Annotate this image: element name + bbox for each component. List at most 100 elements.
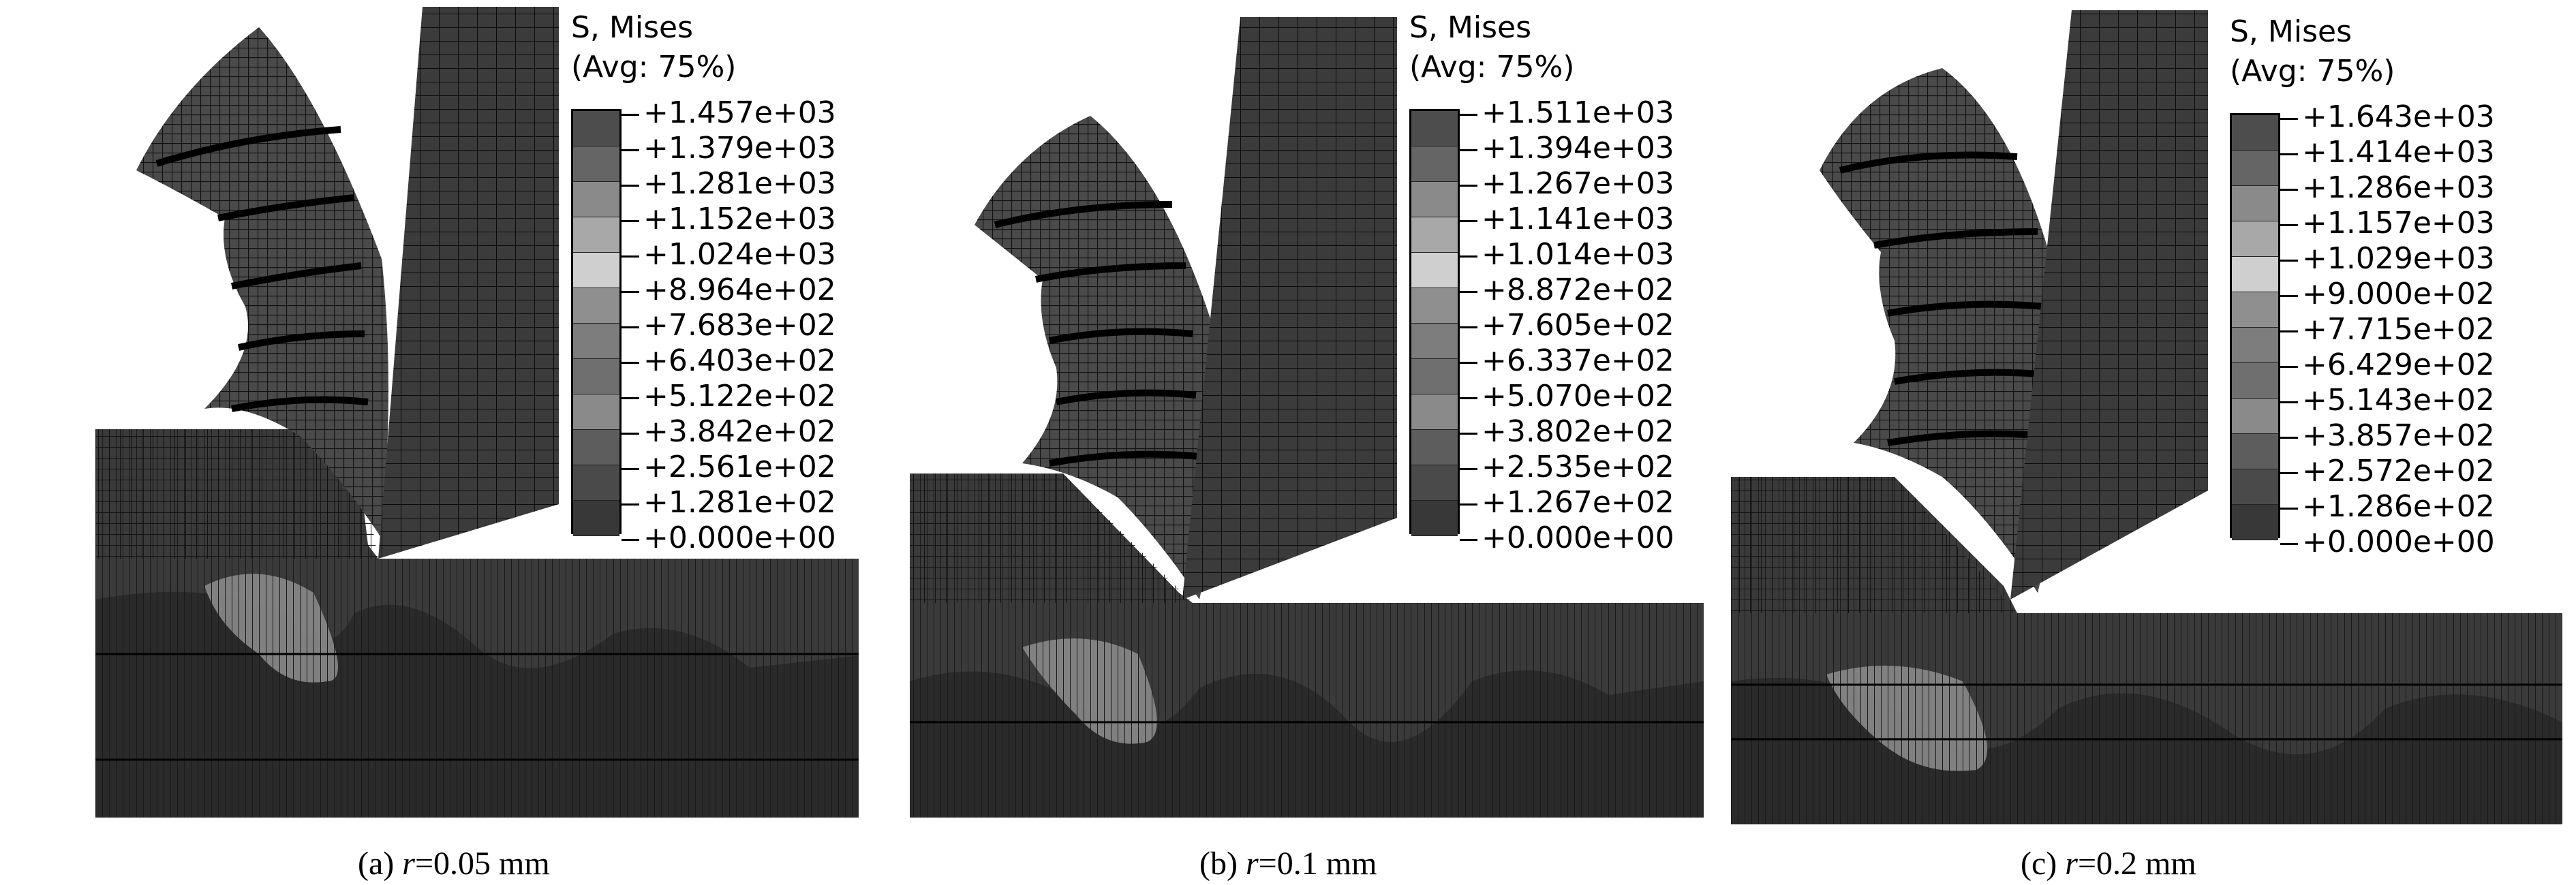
legend-band (1411, 182, 1458, 217)
legend-band (2232, 328, 2278, 363)
legend-band (573, 359, 619, 394)
legend-tick: +6.429e+02 (2280, 349, 2495, 382)
legend-subtitle: (Avg: 75%) (571, 50, 737, 84)
legend-band (1411, 465, 1458, 501)
legend-color-scale (571, 109, 622, 536)
legend-band (573, 253, 619, 288)
legend-band (573, 430, 619, 465)
legend-band (573, 288, 619, 324)
legend-tick: +7.715e+02 (2280, 313, 2495, 346)
legend-tick: +6.403e+02 (622, 345, 836, 377)
legend-band (2232, 186, 2278, 221)
legend-band (1411, 253, 1458, 288)
legend-tick: +5.122e+02 (622, 380, 836, 413)
legend-band (2232, 399, 2278, 434)
caption-value: =0.1 mm (1258, 845, 1377, 882)
legend-band (2232, 115, 2278, 151)
legend-tick: +1.152e+03 (622, 203, 836, 236)
simulation-view-c (1731, 10, 2562, 824)
legend-band (2232, 363, 2278, 399)
workpiece-b (910, 473, 1704, 818)
legend-tick: +7.605e+02 (1460, 309, 1674, 342)
caption-value: =0.05 mm (414, 845, 550, 882)
legend-band (573, 217, 619, 253)
legend-c: S, Mises (Avg: 75%) +1.643e+03 +1.414e+0… (2230, 12, 2495, 559)
legend-band (1411, 146, 1458, 182)
legend-tick: +3.842e+02 (622, 416, 836, 448)
panel-a: S, Mises (Avg: 75%) +1.457e+03 +1.379e+0… (0, 0, 859, 885)
simulation-view-b (910, 17, 1704, 818)
panel-c: S, Mises (Avg: 75%) +1.643e+03 +1.414e+0… (1717, 0, 2576, 885)
panel-b: S, Mises (Avg: 75%) +1.511e+03 +1.394e+0… (859, 0, 1717, 885)
legend-tick: +1.157e+03 (2280, 207, 2495, 240)
legend-tick: +5.070e+02 (1460, 380, 1674, 413)
legend-tick: +8.872e+02 (1460, 274, 1674, 307)
legend-tick: +1.014e+03 (1460, 238, 1674, 271)
legend-subtitle: (Avg: 75%) (1409, 50, 1575, 84)
legend-band (1411, 359, 1458, 394)
tool-c (2010, 10, 2208, 600)
simulation-view-a (95, 7, 859, 818)
legend-tick: +0.000e+00 (1460, 522, 1674, 555)
caption-variable: r (402, 845, 415, 882)
legend-band (2232, 151, 2278, 186)
legend-color-scale (1409, 109, 1460, 536)
caption-variable: r (2065, 845, 2078, 882)
legend-band (1411, 288, 1458, 324)
legend-band (573, 324, 619, 359)
legend-tick: +1.029e+03 (2280, 243, 2495, 275)
caption-a: (a) r=0.05 mm (358, 845, 550, 882)
workpiece-a (95, 429, 859, 818)
legend-band (2232, 434, 2278, 469)
legend-tick: +1.286e+03 (2280, 172, 2495, 204)
legend-band (1411, 430, 1458, 465)
legend-band (2232, 257, 2278, 292)
chip-c (1820, 68, 2065, 593)
legend-tick: +1.267e+03 (1460, 168, 1674, 200)
tool-b (1182, 17, 1397, 600)
legend-tick: +1.281e+02 (622, 486, 836, 519)
caption-label: (c) (2021, 845, 2066, 882)
legend-tick: +6.337e+02 (1460, 345, 1674, 377)
legend-tick: +3.857e+02 (2280, 420, 2495, 452)
legend-tick: +1.643e+03 (2280, 101, 2495, 134)
legend-tick: +3.802e+02 (1460, 416, 1674, 448)
legend-a: S, Mises (Avg: 75%) +1.457e+03 +1.379e+0… (571, 8, 836, 555)
legend-tick: +1.511e+03 (1460, 97, 1674, 129)
legend-tick: +1.286e+02 (2280, 491, 2495, 523)
caption-label: (b) (1199, 845, 1246, 882)
legend-tick: +1.281e+03 (622, 168, 836, 200)
legend-b: S, Mises (Avg: 75%) +1.511e+03 +1.394e+0… (1409, 8, 1674, 555)
legend-tick: +9.000e+02 (2280, 278, 2495, 311)
caption-b: (b) r=0.1 mm (1199, 845, 1377, 882)
legend-tick: +8.964e+02 (622, 274, 836, 307)
legend-band (573, 146, 619, 182)
chip-a (136, 27, 388, 538)
legend-band (573, 465, 619, 501)
legend-band (1411, 324, 1458, 359)
caption-value: =0.2 mm (2077, 845, 2196, 882)
legend-tick: +1.141e+03 (1460, 203, 1674, 236)
legend-title: S, Mises (2230, 14, 2352, 49)
legend-color-scale (2230, 113, 2280, 540)
chip-b (975, 116, 1218, 600)
legend-band (2232, 469, 2278, 505)
legend-tick: +2.535e+02 (1460, 451, 1674, 484)
legend-title: S, Mises (1409, 10, 1532, 45)
legend-tick: +1.379e+03 (622, 132, 836, 165)
legend-band (2232, 292, 2278, 328)
legend-tick: +0.000e+00 (2280, 526, 2495, 559)
legend-tick: +0.000e+00 (622, 522, 836, 555)
legend-band (573, 182, 619, 217)
legend-tick: +2.572e+02 (2280, 455, 2495, 488)
legend-tick: +5.143e+02 (2280, 384, 2495, 417)
legend-tick: +1.457e+03 (622, 97, 836, 129)
legend-band (2232, 221, 2278, 257)
legend-band (573, 111, 619, 146)
legend-tick: +1.024e+03 (622, 238, 836, 271)
caption-c: (c) r=0.2 mm (2021, 845, 2196, 882)
legend-band (1411, 501, 1458, 536)
legend-title: S, Mises (571, 10, 694, 45)
caption-variable: r (1245, 845, 1259, 882)
legend-band (1411, 217, 1458, 253)
